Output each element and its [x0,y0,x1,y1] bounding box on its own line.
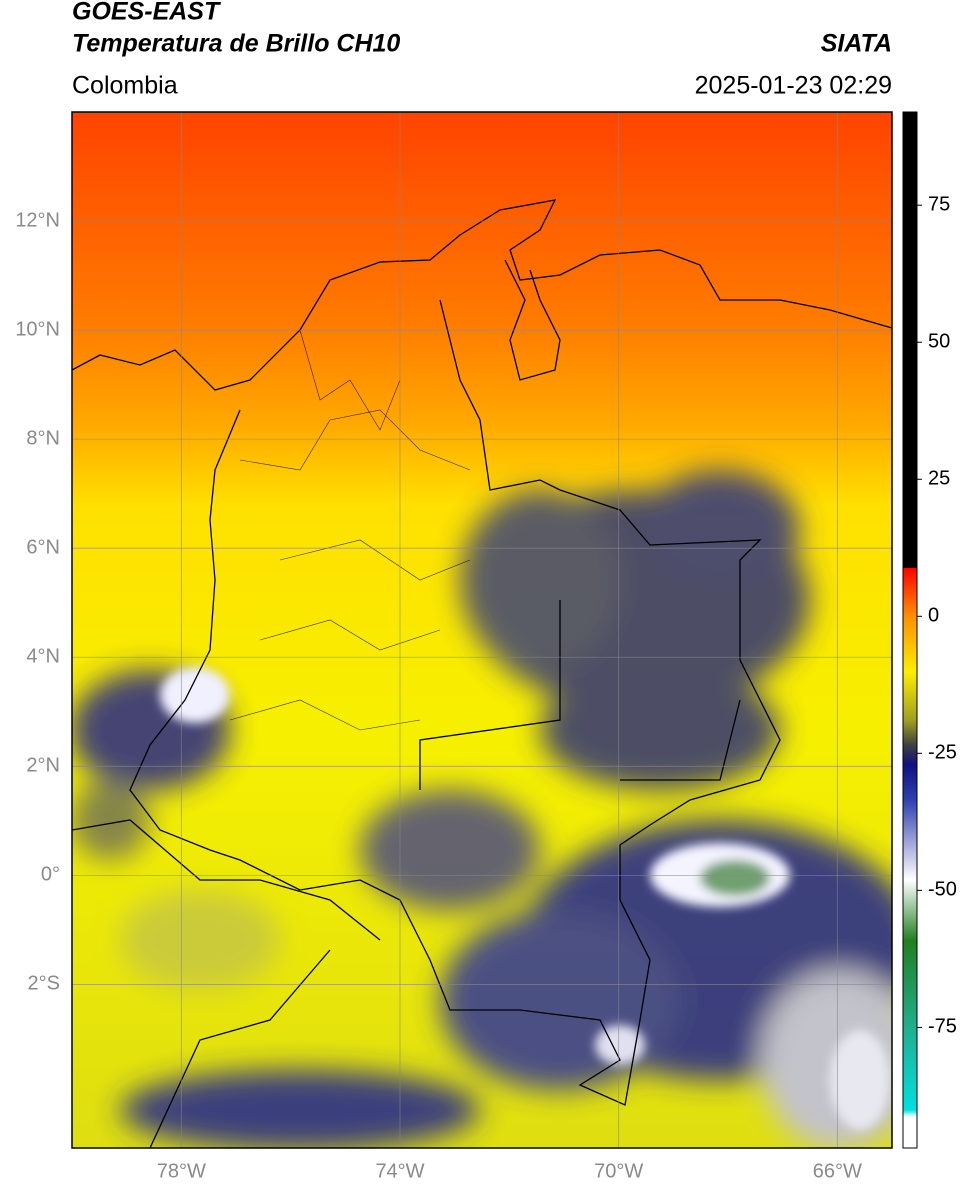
y-tick-label: 0° [41,864,60,886]
colorbar-tick-label: 25 [928,468,950,490]
x-tick-label: 74°W [375,1160,424,1182]
y-tick-label: 2°N [26,755,60,777]
y-tick-label: 8°N [26,427,60,449]
y-tick-label: 2°S [28,973,60,995]
colorbar-tick-label: 50 [928,331,950,353]
timestamp: 2025-01-23 02:29 [695,72,892,100]
x-tick-label: 66°W [813,1160,862,1182]
subtitle: Temperatura de Brillo CH10 [72,30,400,58]
title: GOES-EAST [72,0,222,26]
colorbar-tick-label: 75 [928,193,950,215]
y-tick-label: 4°N [26,646,60,668]
x-tick-label: 78°W [157,1160,206,1182]
grid [72,112,892,1148]
colorbar [902,111,918,1149]
map-frame [71,111,893,1149]
region: Colombia [72,72,178,100]
colorbar-tick-label: -75 [928,1016,957,1038]
y-tick-label: 6°N [26,536,60,558]
colorbar-tick-label: -25 [928,742,957,764]
y-tick-label: 12°N [15,209,60,231]
colorbar-tick-label: -50 [928,879,957,901]
satellite-image [72,112,892,1148]
x-tick-label: 70°W [594,1160,643,1182]
borders [72,199,892,1148]
y-tick-label: 10°N [15,318,60,340]
colorbar-tick-label: 0 [928,605,939,627]
source: SIATA [821,30,892,58]
